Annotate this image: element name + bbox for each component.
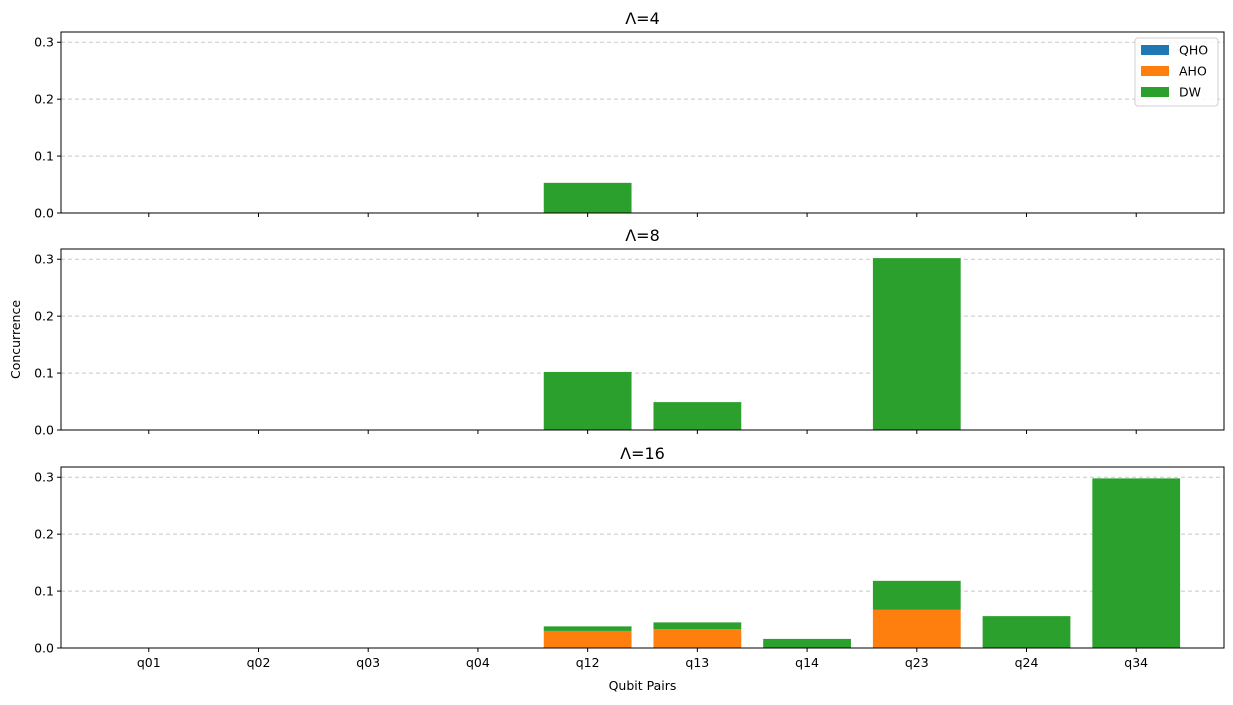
x-tick-label-q23: q23 bbox=[905, 655, 929, 670]
bar-dw-q23 bbox=[872, 580, 961, 610]
y-tick-label: 0.2 bbox=[34, 527, 54, 542]
bar-dw-q12 bbox=[543, 371, 632, 430]
y-tick-label: 0.2 bbox=[34, 309, 54, 324]
x-tick-label-q02: q02 bbox=[247, 655, 271, 670]
x-axis-label: Qubit Pairs bbox=[609, 678, 677, 693]
x-tick-label-q13: q13 bbox=[685, 655, 709, 670]
x-tick-label-q24: q24 bbox=[1015, 655, 1039, 670]
legend-label-qho: QHO bbox=[1179, 43, 1208, 58]
bar-dw-q13 bbox=[653, 402, 742, 430]
y-axis-label: Concurrence bbox=[8, 300, 23, 379]
bar-dw-q13 bbox=[653, 622, 742, 630]
y-tick-label: 0.1 bbox=[34, 584, 54, 599]
axes-frame bbox=[60, 466, 1225, 649]
bar-dw-q34 bbox=[1092, 478, 1181, 648]
bar-dw-q23 bbox=[872, 258, 961, 430]
panel-title: Λ=16 bbox=[620, 444, 665, 463]
panel-title: Λ=8 bbox=[625, 226, 660, 245]
bar-aho-q23 bbox=[872, 609, 961, 648]
bar-aho-q13 bbox=[653, 629, 742, 648]
y-tick-label: 0.2 bbox=[34, 92, 54, 107]
legend-swatch-dw bbox=[1141, 87, 1169, 97]
panel-title: Λ=4 bbox=[625, 9, 660, 28]
legend-swatch-qho bbox=[1141, 45, 1169, 55]
legend-label-dw: DW bbox=[1179, 85, 1201, 100]
y-tick-label: 0.0 bbox=[34, 641, 54, 656]
legend-swatch-aho bbox=[1141, 66, 1169, 76]
x-tick-label-q01: q01 bbox=[137, 655, 161, 670]
axes-frame bbox=[60, 248, 1225, 431]
legend-label-aho: AHO bbox=[1179, 64, 1207, 79]
bar-dw-q12 bbox=[543, 626, 632, 631]
x-tick-label-q34: q34 bbox=[1124, 655, 1148, 670]
x-tick-label-q14: q14 bbox=[795, 655, 819, 670]
x-tick-label-q12: q12 bbox=[576, 655, 600, 670]
axes-frame bbox=[60, 31, 1225, 214]
x-tick-label-q04: q04 bbox=[466, 655, 490, 670]
y-tick-label: 0.0 bbox=[34, 206, 54, 221]
bar-dw-q14 bbox=[763, 638, 851, 648]
y-tick-label: 0.3 bbox=[34, 470, 54, 485]
y-tick-label: 0.1 bbox=[34, 366, 54, 381]
bar-aho-q12 bbox=[543, 630, 632, 648]
y-tick-label: 0.3 bbox=[34, 35, 54, 50]
y-tick-label: 0.3 bbox=[34, 252, 54, 267]
y-tick-label: 0.0 bbox=[34, 423, 54, 438]
bar-dw-q12 bbox=[543, 182, 632, 213]
x-tick-label-q03: q03 bbox=[356, 655, 380, 670]
y-tick-label: 0.1 bbox=[34, 149, 54, 164]
bar-dw-q24 bbox=[982, 616, 1071, 648]
